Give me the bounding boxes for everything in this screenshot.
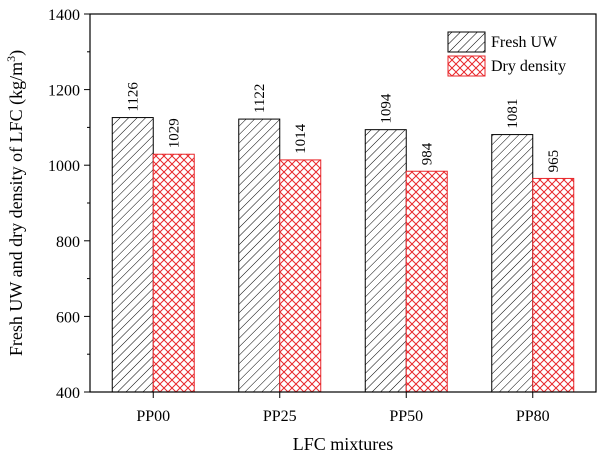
x-tick-label-pp80: PP80 bbox=[516, 408, 550, 425]
y-axis-title-sup: 3 bbox=[4, 56, 18, 62]
y-tick-label-1200: 1200 bbox=[48, 83, 80, 100]
y-tick-label-1000: 1000 bbox=[48, 158, 80, 175]
y-tick-label-800: 800 bbox=[56, 234, 80, 251]
x-tick-label-pp00: PP00 bbox=[136, 408, 170, 425]
data-label-dry-density-pp00: 1029 bbox=[167, 118, 183, 148]
plot-frame bbox=[89, 13, 597, 393]
legend-swatch-fresh-uw bbox=[447, 31, 486, 53]
data-label-fresh-uw-pp00: 1126 bbox=[126, 82, 142, 112]
y-axis-title: Fresh UW and dry density of LFC (kg/m3) bbox=[4, 50, 27, 356]
data-label-fresh-uw-pp25: 1122 bbox=[252, 84, 268, 113]
x-tick-label-pp50: PP50 bbox=[389, 408, 423, 425]
data-label-fresh-uw-pp80: 1081 bbox=[505, 99, 521, 129]
bars-layer bbox=[111, 117, 575, 393]
y-tick-label-1400: 1400 bbox=[48, 7, 80, 24]
data-label-dry-density-pp50: 984 bbox=[420, 142, 436, 165]
bar-dry-density-pp00 bbox=[152, 153, 195, 393]
x-axis-title: LFC mixtures bbox=[293, 434, 394, 454]
bar-dry-density-pp25 bbox=[279, 159, 322, 393]
y-axis-title-main: Fresh UW and dry density of LFC (kg/m bbox=[6, 62, 27, 356]
data-label-dry-density-pp25: 1014 bbox=[293, 123, 309, 154]
bar-dry-density-pp80 bbox=[532, 177, 575, 393]
bar-fresh-uw-pp00 bbox=[111, 117, 154, 393]
bar-fresh-uw-pp50 bbox=[364, 129, 407, 393]
bar-fresh-uw-pp80 bbox=[491, 134, 534, 393]
axes-layer: PP00 PP25 PP50 PP80 400 600 800 1000 1200 1400 bbox=[48, 7, 597, 425]
x-tick-label-pp25: PP25 bbox=[263, 408, 297, 425]
data-label-dry-density-pp80: 965 bbox=[546, 150, 562, 173]
data-label-fresh-uw-pp50: 1094 bbox=[379, 93, 395, 124]
legend-swatch-dry-density bbox=[447, 55, 486, 77]
legend-label-dry-density: Dry density bbox=[491, 58, 566, 75]
data-labels-layer: 1126 1029 1122 1014 1094 984 1081 965 bbox=[126, 82, 563, 173]
y-tick-label-400: 400 bbox=[56, 385, 80, 402]
legend-label-fresh-uw: Fresh UW bbox=[491, 34, 558, 51]
y-axis-title-close: ) bbox=[6, 50, 27, 56]
bar-fresh-uw-pp25 bbox=[238, 118, 281, 393]
bar-dry-density-pp50 bbox=[405, 170, 448, 393]
y-tick-label-600: 600 bbox=[56, 309, 80, 326]
legend: Fresh UW Dry density bbox=[447, 31, 566, 77]
